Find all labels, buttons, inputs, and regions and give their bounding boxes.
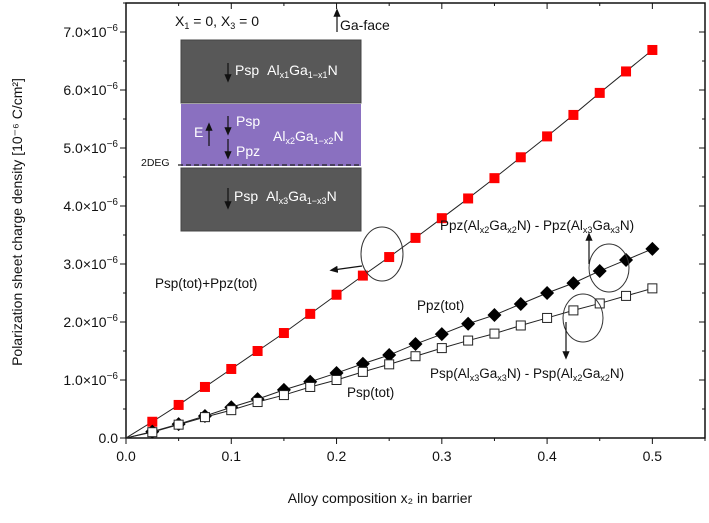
data-point — [542, 312, 553, 323]
data-point — [566, 276, 581, 291]
data-point — [331, 289, 342, 300]
ga-face-label: Ga-face — [340, 17, 390, 33]
data-point — [515, 320, 526, 331]
data-point — [621, 66, 632, 77]
data-point — [278, 390, 289, 401]
data-point — [199, 412, 210, 423]
2deg-label: 2DEG — [141, 157, 170, 169]
data-point — [594, 298, 605, 309]
x-axis-label: Alloy composition x₂ in barrier — [288, 490, 473, 506]
x-tick-label: 0.5 — [643, 448, 663, 464]
data-point — [645, 241, 660, 256]
y-tick-label: 0.0 — [99, 430, 119, 446]
data-point — [410, 351, 421, 362]
data-point — [647, 283, 658, 294]
x-tick-label: 0.1 — [222, 448, 242, 464]
total-arrow-icon — [329, 265, 363, 273]
mid-psp-label: Psp — [236, 113, 260, 129]
efield-label: E — [194, 124, 203, 140]
data-point — [436, 213, 447, 224]
series-layer — [125, 44, 660, 439]
data-point — [305, 381, 316, 392]
data-point — [594, 87, 605, 98]
series-ppz-tot- — [125, 241, 660, 439]
ppz-tot-annotation: Ppz(tot) — [417, 298, 464, 313]
inset-condition: X1 = 0, X3 = 0 — [175, 13, 259, 31]
mid-layer-label: Alx2Ga1−x2N — [273, 128, 344, 146]
data-point — [513, 297, 528, 312]
mid-ppz-label: Ppz — [236, 143, 260, 159]
y-tick-label: 7.0×10−6 — [63, 23, 118, 40]
data-point — [487, 308, 502, 323]
layer-bottom — [180, 167, 362, 232]
data-point — [173, 419, 184, 430]
data-point — [489, 328, 500, 339]
data-point — [384, 252, 395, 263]
total-annotation: Psp(tot)+Ppz(tot) — [155, 276, 257, 291]
data-point — [542, 131, 553, 142]
layer-barrier — [181, 104, 361, 166]
data-point — [226, 405, 237, 416]
psp-diff-circle — [562, 293, 604, 343]
data-point — [305, 308, 316, 319]
ppz-diff-annotation: Ppz(Alx2Gax2N) - Ppz(Alx3Gax3N) — [440, 218, 634, 235]
y-axis-label: Polarization sheet charge density [10⁻⁶ … — [9, 78, 25, 366]
data-point — [147, 416, 158, 427]
data-point — [384, 359, 395, 370]
x-tick-label: 0.4 — [537, 448, 557, 464]
data-point — [252, 346, 263, 356]
data-point — [357, 270, 368, 281]
data-point — [592, 263, 607, 278]
plot-frame — [125, 2, 706, 439]
data-point — [147, 427, 158, 438]
y-tick-label: 2.0×10−6 — [63, 313, 118, 330]
data-point — [382, 348, 397, 363]
series-psp-tot- — [125, 283, 658, 439]
data-point — [621, 290, 632, 301]
data-point — [278, 328, 289, 339]
inset-diagram: X1 = 0, X3 = 0 Ga-face 2DEG Psp Alx1Ga1−x… — [141, 8, 390, 232]
data-point — [540, 286, 555, 300]
data-point — [226, 363, 237, 374]
y-tick-label: 1.0×10−6 — [63, 371, 118, 388]
y-tick-label: 5.0×10−6 — [63, 139, 118, 156]
top-layer-label: Psp Alx1Ga1−x1N — [235, 62, 338, 80]
data-point — [619, 252, 634, 267]
bottom-layer-label: Psp Alx3Ga1−x3N — [234, 188, 337, 206]
psp-tot-annotation: Psp(tot) — [347, 385, 394, 400]
data-point — [357, 366, 368, 377]
x-tick-label: 0.0 — [116, 448, 136, 464]
data-point — [410, 232, 421, 243]
data-point — [489, 173, 500, 184]
y-tick-label: 4.0×10−6 — [63, 197, 118, 214]
y-tick-label: 6.0×10−6 — [63, 81, 118, 98]
data-point — [199, 381, 210, 392]
data-point — [568, 109, 579, 120]
total-circle — [360, 226, 404, 282]
ppz-diff-circle — [588, 243, 630, 293]
data-point — [434, 327, 449, 342]
y-tick-label: 3.0×10−6 — [63, 255, 118, 272]
x-tick-label: 0.2 — [327, 448, 347, 464]
series-psp-tot-ppz-tot- — [125, 44, 658, 439]
data-point — [436, 343, 447, 354]
data-point — [463, 193, 474, 204]
data-point — [461, 316, 476, 331]
annotations: Psp(tot)+Ppz(tot) Ppz(Alx2Gax2N) - Ppz(A… — [155, 218, 634, 400]
data-point — [331, 375, 342, 385]
x-tick-label: 0.3 — [432, 448, 452, 464]
psp-diff-annotation: Psp(Alx3Gax3N) - Psp(Alx2Gax2N) — [430, 366, 624, 383]
data-point — [252, 397, 263, 408]
data-point — [463, 335, 474, 346]
layer-top — [180, 39, 362, 104]
data-point — [515, 152, 526, 163]
data-point — [568, 305, 579, 316]
data-point — [173, 399, 184, 410]
data-point — [647, 44, 658, 55]
data-point — [408, 337, 423, 352]
axes: 0.0 0.1 0.2 0.3 0.4 0.5 0.0 1.0×10−6 2.0×10−6 3.0… — [63, 2, 706, 464]
